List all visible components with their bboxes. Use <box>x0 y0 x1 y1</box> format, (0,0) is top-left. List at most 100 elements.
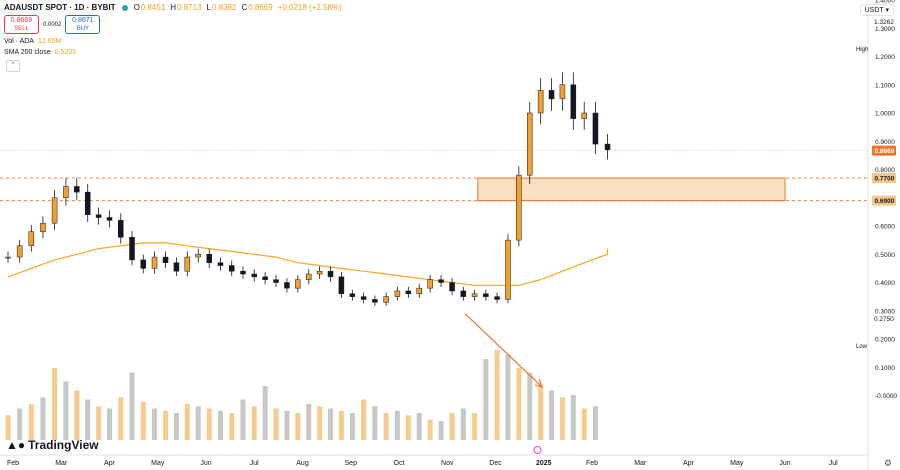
last-price-tag-bg <box>872 145 896 156</box>
candle-body <box>471 293 478 297</box>
y-tick-label: 0.3000 <box>875 308 895 315</box>
symbol-name[interactable]: ADAUSDT SPOT · 1D · BYBIT <box>4 3 116 12</box>
candle-body <box>559 84 566 100</box>
candle-body <box>184 256 191 272</box>
volume-bar <box>405 415 411 440</box>
x-tick-label: 2025 <box>536 460 552 467</box>
candle-body <box>483 293 489 297</box>
volume-bar <box>306 404 312 440</box>
x-tick-label: Jul <box>250 460 259 467</box>
ohlc-value: 0.8669 <box>248 3 273 12</box>
sma-indicator-legend[interactable]: SMA 200 close 0.5205 <box>4 49 76 56</box>
y-tick-label: 1.4000 <box>875 0 895 5</box>
x-tick-label: Oct <box>394 460 405 467</box>
candle-body <box>262 276 268 280</box>
level-lower-tag-bg <box>872 195 896 206</box>
high-label: High <box>856 47 869 53</box>
candle-body <box>372 299 378 303</box>
volume-bar <box>118 397 124 440</box>
candle-body <box>129 237 135 261</box>
buy-button[interactable]: 0.8671 BUY <box>65 15 101 34</box>
volume-bar <box>449 413 455 440</box>
volume-bar <box>140 401 146 440</box>
x-tick-label: Jul <box>829 460 838 467</box>
candle-body <box>40 222 46 232</box>
candle-body <box>284 282 290 289</box>
y-tick-label: 1.0000 <box>875 111 895 118</box>
candle-body <box>140 259 147 269</box>
collapse-legend-button[interactable]: ⌃ <box>6 60 20 72</box>
ohlc-key: C <box>241 3 248 12</box>
sell-button[interactable]: 0.8669 SELL <box>4 15 39 34</box>
volume-bar <box>173 413 179 440</box>
volume-bar <box>85 399 91 440</box>
y-tick-label: 1.2000 <box>875 54 895 61</box>
candle-body <box>592 112 599 145</box>
candle-body <box>548 90 555 100</box>
level-upper-tag: 0.7700 <box>875 175 895 182</box>
tradingview-logo[interactable]: ▲● TradingView <box>6 438 99 452</box>
volume-bar <box>273 408 279 440</box>
volume-bar <box>383 413 389 440</box>
volume-bar <box>262 386 268 440</box>
volume-bar <box>505 354 511 440</box>
candle-body <box>449 282 455 292</box>
candle-body <box>95 214 102 218</box>
x-tick-label: May <box>730 460 744 467</box>
volume-bar <box>184 404 190 440</box>
market-status-icon <box>121 4 128 11</box>
candle-body <box>460 290 467 297</box>
ohlc-key: L <box>206 3 211 12</box>
candle-body <box>516 174 522 241</box>
y-tick-label: 0.1000 <box>875 365 895 372</box>
volume-bar <box>240 399 246 440</box>
x-tick-label: Mar <box>55 460 68 467</box>
candle-body <box>537 90 544 114</box>
volume-bar <box>416 413 422 440</box>
candle-body <box>206 254 212 263</box>
volume-bar <box>394 410 400 440</box>
x-tick-label: Dec <box>489 460 502 467</box>
candle-body <box>581 112 587 119</box>
sell-label: SELL <box>14 26 29 32</box>
candle-body <box>251 273 257 278</box>
candle-body <box>405 290 412 295</box>
candle-body <box>5 256 11 259</box>
candle-body <box>327 270 334 278</box>
ohlc-key: O <box>133 3 140 12</box>
ohlc-readout: O0.8451 H0.8713 L0.8382 C0.8669 +0.0218 (+2.… <box>134 3 347 12</box>
level-lower-tag: 0.6900 <box>875 198 895 205</box>
volume-bar <box>195 406 201 440</box>
sma200-line <box>7 242 609 286</box>
volume-bar <box>527 372 533 440</box>
volume-bar <box>217 410 223 440</box>
support-zone <box>477 177 786 202</box>
sma-indicator-label: SMA 200 close <box>4 49 51 56</box>
volume-bar <box>581 408 587 440</box>
volume-bar <box>494 350 500 440</box>
volume-indicator-value: 12.65M <box>37 38 62 45</box>
gear-icon[interactable]: ⚙ <box>883 458 892 468</box>
candle-body <box>438 279 444 283</box>
level-upper-tag-bg <box>872 172 896 183</box>
candle-body <box>505 239 511 300</box>
volume-bar <box>349 413 355 440</box>
volume-indicator-label: Vol · ADA <box>4 38 34 45</box>
currency-selector[interactable]: USDT ▾ <box>859 4 894 16</box>
volume-bar <box>284 410 290 440</box>
candle-body <box>51 197 58 224</box>
ohlc-value: 0.8382 <box>211 3 237 12</box>
candle-body <box>16 245 23 258</box>
x-tick-label: Jun <box>200 460 211 467</box>
x-tick-label: Nov <box>441 460 454 467</box>
sma-indicator-value: 0.5205 <box>54 49 77 56</box>
volume-bar <box>516 368 522 440</box>
volume-indicator-legend[interactable]: Vol · ADA 12.65M <box>4 38 61 45</box>
volume-bar <box>549 390 555 440</box>
candle-body <box>228 265 235 272</box>
volume-bar <box>129 372 135 440</box>
volume-bar <box>361 399 367 440</box>
candle-body <box>360 296 367 300</box>
candle-body <box>526 112 533 176</box>
